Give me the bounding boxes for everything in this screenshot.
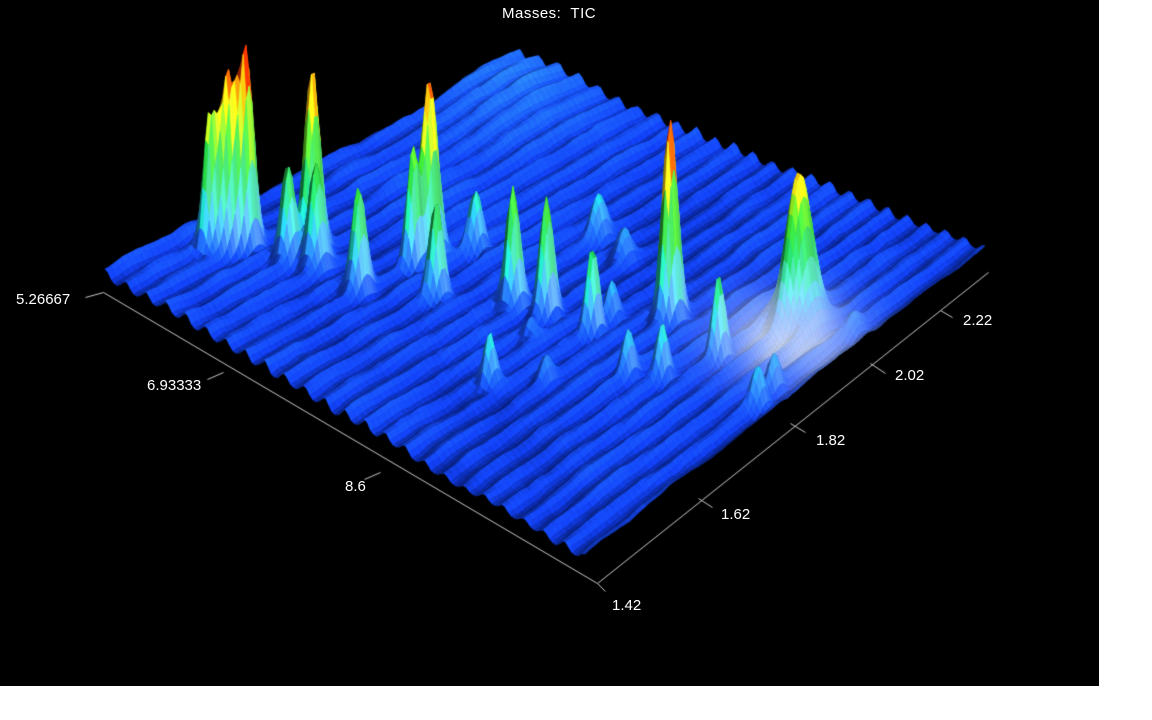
y-tick-label-0: 5.26667 <box>16 291 71 308</box>
x-tick-label-0: 1.42 <box>612 597 642 614</box>
chart-title: Masses: TIC <box>502 5 597 22</box>
x-tick-label-2: 1.82 <box>816 432 846 449</box>
y-tick-label-2: 8.6 <box>345 478 366 495</box>
right-margin <box>1099 0 1152 720</box>
x-tick-label-4: 2.22 <box>963 312 993 329</box>
x-tick-label-3: 2.02 <box>895 367 925 384</box>
x-tick-label-1: 1.62 <box>721 506 751 523</box>
y-tick-label-1: 6.93333 <box>147 377 202 394</box>
surface-plot-canvas[interactable] <box>0 0 1099 686</box>
chromatogram-3d-view: Masses: TIC 5.26667 6.93333 8.6 1.42 1.6… <box>0 0 1099 686</box>
bottom-margin <box>0 686 1099 720</box>
